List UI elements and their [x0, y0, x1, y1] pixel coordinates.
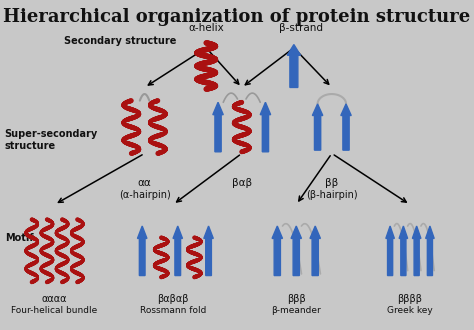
Text: ββββ: ββββ: [398, 294, 422, 304]
Text: ββ: ββ: [325, 178, 338, 188]
Text: βββ: βββ: [287, 294, 306, 304]
Text: α-helix: α-helix: [188, 23, 224, 33]
Text: Rossmann fold: Rossmann fold: [140, 306, 206, 315]
Text: Greek key: Greek key: [387, 306, 433, 315]
FancyArrow shape: [341, 104, 351, 150]
Text: Motif: Motif: [5, 233, 33, 243]
Text: Super-secondary
structure: Super-secondary structure: [5, 129, 98, 151]
Text: αααα: αααα: [42, 294, 67, 304]
FancyArrow shape: [386, 226, 394, 276]
FancyArrow shape: [204, 226, 213, 276]
FancyArrow shape: [213, 102, 223, 152]
FancyArrow shape: [291, 226, 301, 276]
Text: Secondary structure: Secondary structure: [64, 36, 176, 46]
Text: (α-hairpin): (α-hairpin): [118, 190, 171, 200]
Text: Hierarchical organization of protein structure: Hierarchical organization of protein str…: [3, 8, 471, 26]
FancyArrow shape: [312, 104, 323, 150]
Text: Four-helical bundle: Four-helical bundle: [11, 306, 98, 315]
Text: βαβαβ: βαβαβ: [157, 294, 189, 304]
Text: β-strand: β-strand: [279, 23, 323, 33]
FancyArrow shape: [399, 226, 408, 276]
Text: (β-hairpin): (β-hairpin): [306, 190, 357, 200]
FancyArrow shape: [260, 102, 271, 152]
FancyArrow shape: [287, 45, 301, 87]
Text: αα: αα: [137, 178, 152, 188]
FancyArrow shape: [426, 226, 434, 276]
FancyArrow shape: [412, 226, 421, 276]
FancyArrow shape: [310, 226, 320, 276]
FancyArrow shape: [173, 226, 182, 276]
Text: β-meander: β-meander: [272, 306, 321, 315]
FancyArrow shape: [272, 226, 283, 276]
Text: βαβ: βαβ: [232, 178, 252, 188]
FancyArrow shape: [137, 226, 147, 276]
